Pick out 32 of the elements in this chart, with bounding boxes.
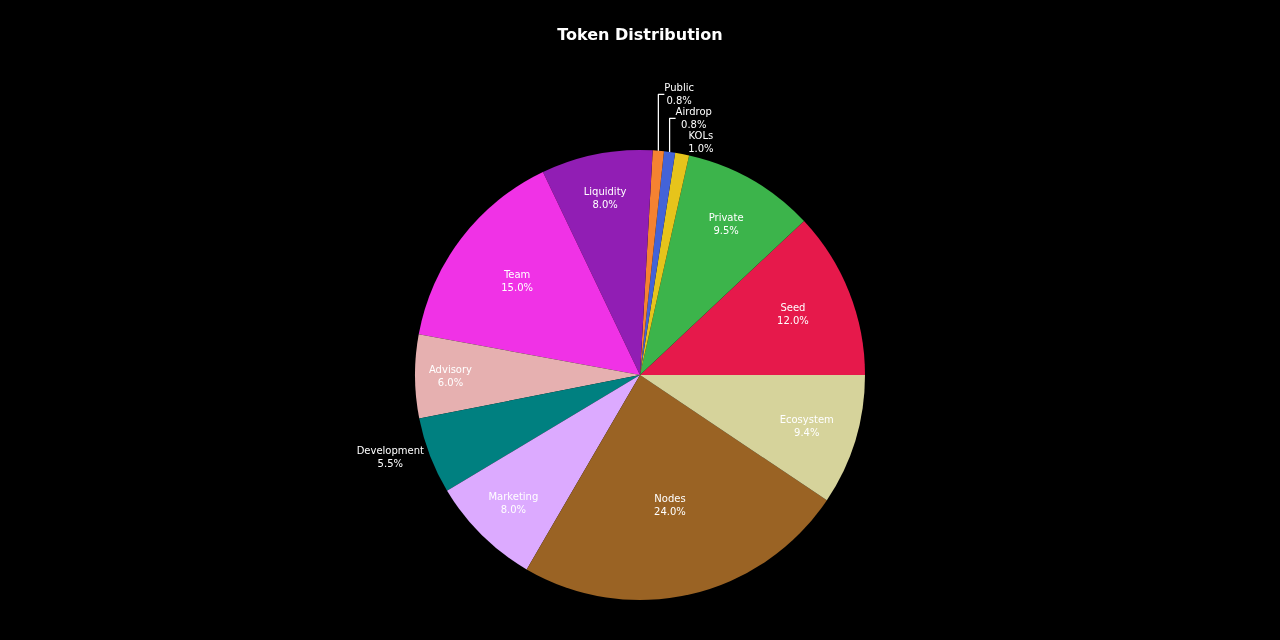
pie-slice <box>640 152 690 375</box>
data-label: 8.0% <box>592 199 618 211</box>
pie-slice <box>415 334 640 419</box>
data-label: 15.0% <box>501 281 534 293</box>
slice-label: Liquidity <box>583 186 627 198</box>
pie-slice <box>640 151 676 375</box>
slice-label: Seed <box>780 302 806 314</box>
data-label: 9.4% <box>794 426 820 438</box>
pie-slice <box>418 172 640 375</box>
data-label: 5.5% <box>377 458 403 470</box>
chart-title: Token Distribution <box>557 25 723 44</box>
pie-slice <box>542 150 653 375</box>
slice-label: Public <box>664 82 694 94</box>
slice-label: Team <box>502 268 531 280</box>
slice-label: Ecosystem <box>779 413 834 425</box>
slice-label: Nodes <box>654 493 686 505</box>
data-label: 0.8% <box>666 95 692 107</box>
data-label: 0.8% <box>681 119 707 131</box>
slice-label: KOLs <box>688 130 714 142</box>
slice-label: Airdrop <box>675 106 712 118</box>
pie-slice <box>640 220 865 375</box>
slice-label: Advisory <box>428 364 473 376</box>
data-label: 24.0% <box>654 506 686 518</box>
slice-label: Development <box>356 445 425 457</box>
data-label: 12.0% <box>777 315 809 327</box>
data-label: 9.5% <box>713 224 739 236</box>
slice-label: Private <box>708 211 744 223</box>
data-label: 1.0% <box>688 143 714 155</box>
pie-slice <box>640 375 865 501</box>
data-label: 8.0% <box>500 504 527 516</box>
slice-label: Marketing <box>488 491 539 503</box>
data-label: 6.0% <box>437 377 464 389</box>
